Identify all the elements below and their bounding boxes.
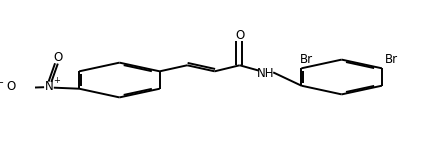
Text: −: − bbox=[0, 78, 4, 88]
Text: Br: Br bbox=[299, 53, 312, 67]
Text: O: O bbox=[6, 80, 15, 93]
Text: Br: Br bbox=[385, 53, 398, 67]
Text: O: O bbox=[235, 28, 244, 42]
Text: N: N bbox=[44, 80, 53, 93]
Text: NH: NH bbox=[257, 67, 275, 80]
Text: O: O bbox=[53, 51, 62, 64]
Text: +: + bbox=[53, 76, 60, 85]
